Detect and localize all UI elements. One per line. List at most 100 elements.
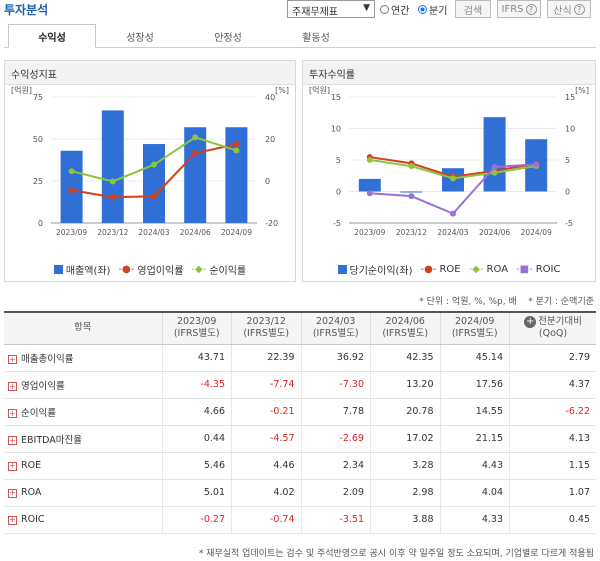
table-cell: 4.02 xyxy=(231,479,301,507)
bar xyxy=(143,144,165,223)
table-row: + 매출총이익률 43.71 22.39 36.92 42.35 45.14 2.79 xyxy=(4,344,596,372)
expand-icon[interactable]: + xyxy=(8,515,17,525)
row-label[interactable]: + 매출총이익률 xyxy=(4,344,162,372)
series-point xyxy=(366,156,373,163)
top-bar: 투자분석 주재무제표 ▼ 연간 분기 검색 IFRS ? 산식 ? xyxy=(0,0,600,20)
x-tick-label: 2024/06 xyxy=(479,228,510,237)
series-point xyxy=(109,194,116,201)
table-cell: -7.74 xyxy=(231,371,301,399)
bar xyxy=(225,127,248,223)
left-tick-label: 0 xyxy=(38,219,43,228)
x-tick-label: 2023/09 xyxy=(354,228,385,237)
header-period: + 전분기대비 (QoQ) xyxy=(509,311,596,345)
left-tick-label: 5 xyxy=(336,156,341,165)
table-cell: 4.13 xyxy=(509,425,596,453)
table-cell: 22.39 xyxy=(231,344,301,372)
series-point xyxy=(366,190,373,197)
series-point xyxy=(192,150,199,157)
left-tick-label: 75 xyxy=(33,93,43,102)
table-row: + EBITDA마진율 0.44 -4.57 -2.69 17.02 21.15 4.13 xyxy=(4,425,596,453)
tab-stability[interactable]: 안정성 xyxy=(214,32,242,44)
panel-title: 투자수익률 xyxy=(303,61,595,85)
formula-button[interactable]: 산식 ? xyxy=(547,0,591,18)
page-title: 투자분석 xyxy=(4,3,49,17)
row-label[interactable]: + EBITDA마진율 xyxy=(4,425,162,453)
table-cell: -7.30 xyxy=(300,371,371,399)
row-label[interactable]: + 순이익률 xyxy=(4,398,162,426)
x-tick-label: 2023/12 xyxy=(97,228,128,237)
series-point xyxy=(450,210,456,217)
right-tick-label: 15 xyxy=(565,93,575,102)
left-tick-label: 10 xyxy=(331,125,341,134)
right-tick-label: 10 xyxy=(565,125,575,134)
table-row: + ROE 5.46 4.46 2.34 3.28 4.43 1.15 xyxy=(4,452,596,480)
expand-icon[interactable]: + xyxy=(8,435,17,445)
expand-icon[interactable]: + xyxy=(8,381,17,391)
right-tick-label: -5 xyxy=(565,219,573,228)
table-cell: 1.07 xyxy=(509,479,596,507)
table-cell: -0.27 xyxy=(161,506,232,534)
bar xyxy=(400,191,423,193)
table-cell: 7.78 xyxy=(300,398,371,426)
series-point xyxy=(233,141,240,148)
profitability-chart-panel: 수익성지표 [억원] [%] 75 50 25 0 40 20 0 -20 2023/09 2023/… xyxy=(4,60,296,282)
row-label[interactable]: + ROE xyxy=(4,452,162,480)
help-icon: ? xyxy=(525,3,537,15)
series-point xyxy=(408,193,415,200)
table-cell: 17.56 xyxy=(439,371,510,399)
table-cell: 3.88 xyxy=(370,506,440,534)
profitability-chart: [억원] [%] 75 50 25 0 40 20 0 -20 2023/09 2023/12 2024… xyxy=(11,85,289,237)
line-marker-icon: -◆- xyxy=(468,264,484,275)
row-label[interactable]: + ROIC xyxy=(4,506,162,534)
radio-quarter[interactable]: 분기 xyxy=(418,2,447,17)
row-label[interactable]: + 영업이익률 xyxy=(4,371,162,399)
legend-roic: -■- ROIC xyxy=(516,264,561,275)
row-label[interactable]: + ROA xyxy=(4,479,162,507)
expand-icon[interactable]: + xyxy=(8,461,17,471)
right-tick-label: 5 xyxy=(565,156,570,165)
table-cell: 4.66 xyxy=(161,398,232,426)
table-cell: 36.92 xyxy=(300,344,371,372)
tab-activity[interactable]: 활동성 xyxy=(302,32,330,44)
series-point xyxy=(68,168,75,175)
radio-annual[interactable]: 연간 xyxy=(380,2,409,17)
table-cell: -0.21 xyxy=(231,398,301,426)
expand-icon[interactable]: + xyxy=(8,488,17,498)
header-period: 2024/09 (IFRS별도) xyxy=(439,311,510,345)
tab-growth[interactable]: 성장성 xyxy=(126,32,154,44)
tab-profitability[interactable]: 수익성 xyxy=(8,24,96,48)
header-period: 2023/12 (IFRS별도) xyxy=(231,311,301,345)
chevron-down-icon: ▼ xyxy=(363,3,370,13)
x-tick-label: 2024/06 xyxy=(180,228,211,237)
search-button[interactable]: 검색 xyxy=(455,0,491,18)
table-cell: 13.20 xyxy=(370,371,440,399)
x-tick-label: 2024/03 xyxy=(138,228,169,237)
line-marker-icon: -●- xyxy=(118,264,135,275)
expand-circle-icon[interactable]: + xyxy=(524,316,537,329)
line-marker-icon: -●- xyxy=(420,264,437,275)
table-cell: 4.46 xyxy=(231,452,301,480)
series-point xyxy=(151,161,157,168)
statement-select[interactable]: 주재무제표 ▼ xyxy=(287,0,375,18)
table-cell: 1.15 xyxy=(509,452,596,480)
right-tick-label: 20 xyxy=(265,135,275,144)
chart-legend: 당기순이익(좌) -●- ROE -◆- ROA -■- ROIC xyxy=(303,262,595,277)
radio-circle-icon xyxy=(380,5,389,14)
bar xyxy=(358,178,381,192)
legend-net-margin: -◆- 순이익률 xyxy=(191,264,247,277)
table-cell: 2.09 xyxy=(300,479,371,507)
table-cell: 4.43 xyxy=(439,452,510,480)
table-cell: 0.44 xyxy=(161,425,232,453)
expand-icon[interactable]: + xyxy=(8,354,17,364)
expand-icon[interactable]: + xyxy=(8,408,17,418)
table-cell: 14.55 xyxy=(439,398,510,426)
unit-note: * 단위 : 억원, %, %p, 배 * 분기 : 순액기준 xyxy=(419,297,594,307)
table-cell: 2.34 xyxy=(300,452,371,480)
left-tick-label: 15 xyxy=(331,93,341,102)
return-chart-panel: 투자수익률 [억원] [%] 15 10 5 0 -5 15 10 5 0 -5 2023/09 2023… xyxy=(302,60,596,282)
left-tick-label: -5 xyxy=(333,219,341,228)
x-tick-label: 2024/03 xyxy=(437,228,468,237)
table-row: + ROA 5.01 4.02 2.09 2.98 4.04 1.07 xyxy=(4,479,596,507)
table-cell: -3.51 xyxy=(300,506,371,534)
ifrs-button[interactable]: IFRS ? xyxy=(497,0,541,18)
